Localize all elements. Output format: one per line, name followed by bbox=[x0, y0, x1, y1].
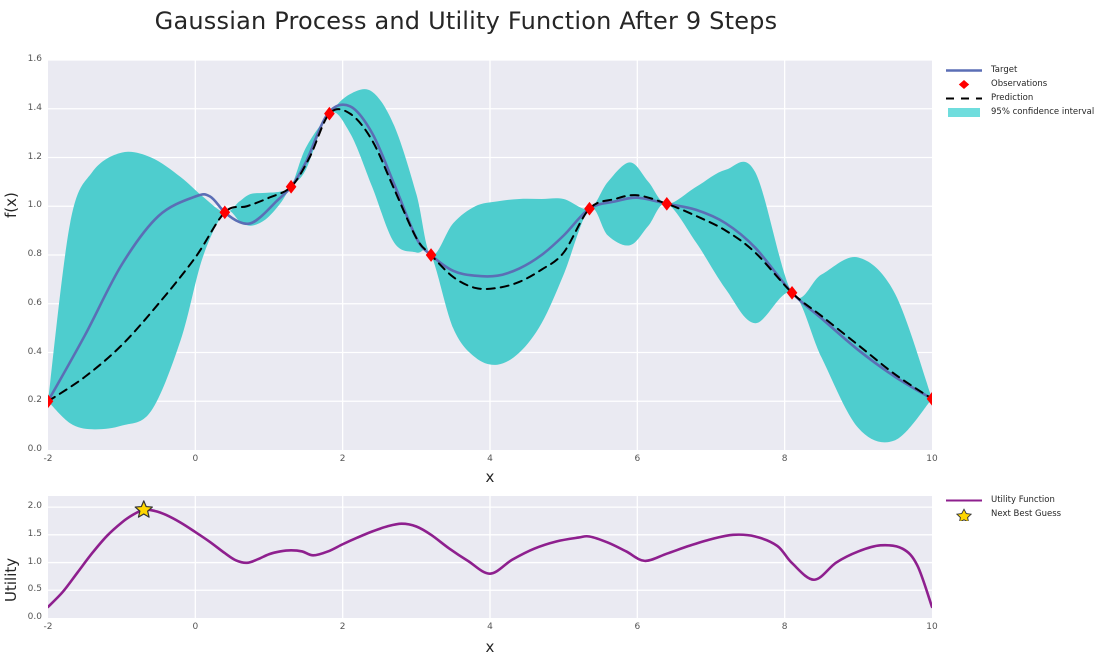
y-tick-label: 1.0 bbox=[27, 200, 42, 211]
x-tick-label: 0 bbox=[192, 622, 199, 632]
x-tick-label: 0 bbox=[192, 454, 199, 464]
x-tick-label: 4 bbox=[487, 622, 493, 632]
legend-item-observations[interactable]: Observations bbox=[944, 78, 1094, 91]
x-tick-label: 8 bbox=[781, 454, 788, 464]
marker-diamond-red-icon bbox=[944, 78, 984, 91]
x-axis-label-top: x bbox=[485, 468, 495, 486]
legend-item-utility-function[interactable]: Utility Function bbox=[944, 494, 1061, 507]
y-tick-label: 0.2 bbox=[27, 395, 42, 406]
utility-function-axes bbox=[48, 496, 932, 618]
line-purple-icon bbox=[944, 494, 984, 507]
y-tick-label: 0.0 bbox=[27, 444, 42, 454]
legend-item-prediction[interactable]: Prediction bbox=[944, 92, 1094, 105]
x-tick-label: 10 bbox=[926, 454, 938, 464]
y-tick-label: 0.6 bbox=[27, 297, 42, 308]
gaussian-process-plot bbox=[48, 60, 932, 450]
y-tick-label: 0.8 bbox=[27, 249, 42, 259]
y-tick-label: 0.0 bbox=[27, 612, 42, 622]
legend-label: Target bbox=[991, 65, 1018, 75]
x-tick-label: 2 bbox=[339, 454, 346, 464]
patch-cyan-icon bbox=[944, 106, 984, 119]
y-tick-label: 2.0 bbox=[27, 501, 42, 512]
legend-utility-function: Utility Function Next Best Guess bbox=[944, 494, 1062, 523]
gaussian-process-axes bbox=[48, 60, 932, 450]
x-tick-label: -2 bbox=[43, 622, 53, 632]
legend-label: Prediction bbox=[991, 93, 1034, 103]
y-tick-label: 1.6 bbox=[27, 54, 42, 64]
x-tick-label: 8 bbox=[781, 622, 788, 632]
legend-item-target[interactable]: Target bbox=[944, 64, 1094, 77]
line-dashed-black-icon bbox=[944, 92, 984, 105]
y-axis-label-top: f(x) bbox=[2, 192, 20, 218]
legend-item-next-best-guess[interactable]: Next Best Guess bbox=[944, 508, 1062, 523]
legend-label: Next Best Guess bbox=[991, 509, 1062, 519]
legend-label: 95% confidence interval bbox=[991, 107, 1095, 117]
marker-star-yellow-icon bbox=[944, 508, 984, 523]
x-axis-label-bottom: x bbox=[485, 638, 495, 656]
y-tick-label: 1.4 bbox=[27, 102, 42, 113]
y-tick-label: 0.5 bbox=[27, 584, 42, 595]
y-tick-label: 1.2 bbox=[27, 151, 42, 162]
x-tick-label: 6 bbox=[634, 454, 641, 464]
y-tick-label: 1.0 bbox=[27, 556, 42, 567]
legend-gaussian-process: Target Observations Prediction 95% confi… bbox=[944, 64, 1094, 120]
y-tick-label: 0.4 bbox=[27, 346, 42, 357]
x-tick-label: 2 bbox=[339, 622, 346, 632]
x-tick-label: 4 bbox=[487, 454, 493, 464]
legend-item-confidence-interval[interactable]: 95% confidence interval bbox=[944, 106, 1094, 119]
y-tick-label: 1.5 bbox=[27, 528, 42, 539]
page-title: Gaussian Process and Utility Function Af… bbox=[154, 7, 778, 35]
legend-label: Observations bbox=[991, 79, 1048, 89]
line-blue-icon bbox=[944, 64, 984, 77]
legend-label: Utility Function bbox=[991, 495, 1055, 505]
y-axis-label-bottom: Utility bbox=[2, 557, 20, 602]
x-tick-label: -2 bbox=[43, 454, 53, 464]
utility-function-plot bbox=[48, 496, 932, 618]
x-tick-label: 6 bbox=[634, 622, 641, 632]
x-tick-label: 10 bbox=[926, 622, 938, 632]
